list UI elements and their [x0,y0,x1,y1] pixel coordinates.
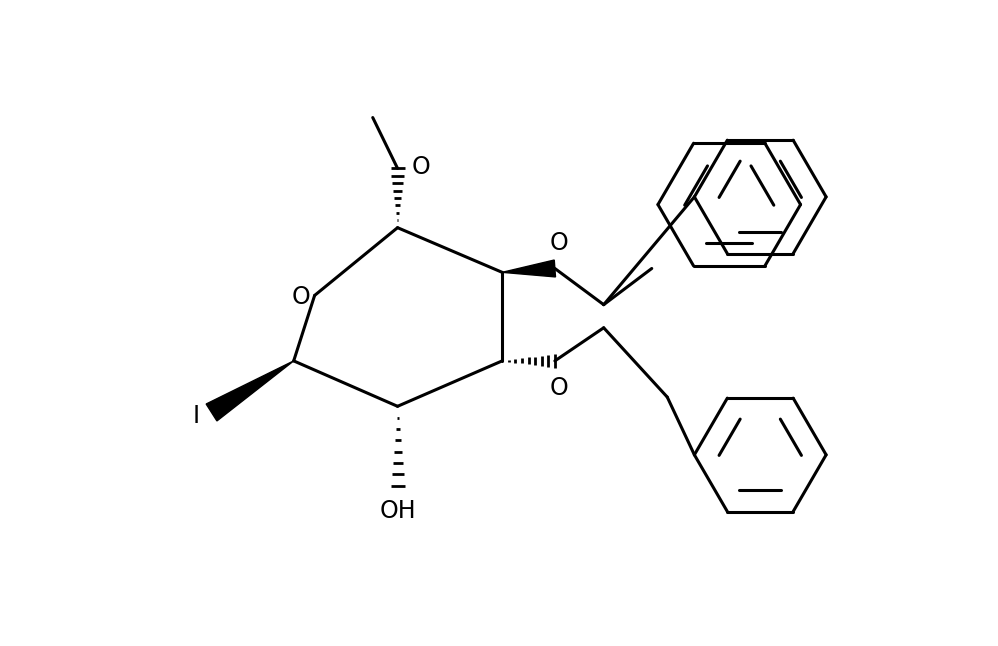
Text: OH: OH [379,499,416,523]
Polygon shape [207,361,293,421]
Text: O: O [549,231,568,255]
Text: O: O [549,376,568,401]
Text: O: O [411,155,430,179]
Text: O: O [291,285,310,309]
Polygon shape [502,260,556,277]
Text: I: I [193,404,200,428]
